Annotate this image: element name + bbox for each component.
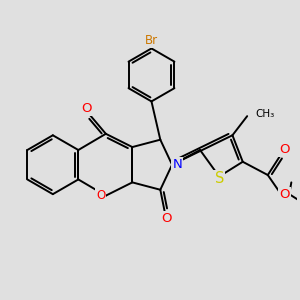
Text: S: S bbox=[214, 171, 224, 186]
Text: O: O bbox=[161, 212, 171, 225]
Text: O: O bbox=[96, 189, 105, 202]
Text: CH₃: CH₃ bbox=[255, 109, 275, 119]
Text: O: O bbox=[279, 188, 290, 201]
Text: O: O bbox=[81, 102, 92, 115]
Text: O: O bbox=[279, 142, 290, 156]
Text: Br: Br bbox=[145, 34, 158, 47]
Text: N: N bbox=[172, 158, 182, 171]
